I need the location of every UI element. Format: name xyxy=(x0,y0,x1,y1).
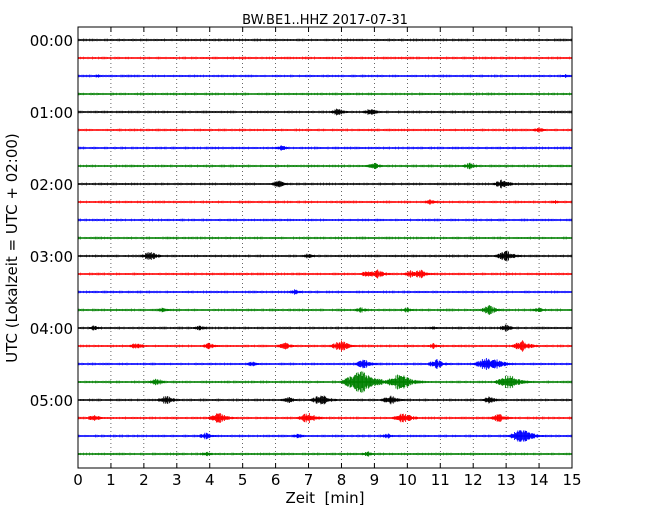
trace-event xyxy=(92,74,104,78)
trace-event xyxy=(460,162,483,170)
trace-event xyxy=(365,162,389,170)
trace-event xyxy=(270,180,293,188)
trace-event xyxy=(367,269,395,279)
trace-event xyxy=(275,145,292,151)
grid-lines xyxy=(110,27,540,468)
trace-event xyxy=(560,74,571,78)
chart-title: BW.BE1..HHZ 2017-07-31 xyxy=(242,13,408,28)
trace-event xyxy=(491,179,520,189)
trace-event xyxy=(493,250,526,262)
trace-event xyxy=(300,253,317,259)
trace-event xyxy=(362,109,383,115)
trace-event xyxy=(423,199,441,205)
trace-event xyxy=(328,108,352,116)
trace-series xyxy=(78,38,572,457)
trace-event xyxy=(551,200,561,204)
trace-event xyxy=(289,289,304,295)
trace-event xyxy=(139,252,165,260)
trace-event xyxy=(409,269,439,279)
trace-event xyxy=(532,127,550,133)
